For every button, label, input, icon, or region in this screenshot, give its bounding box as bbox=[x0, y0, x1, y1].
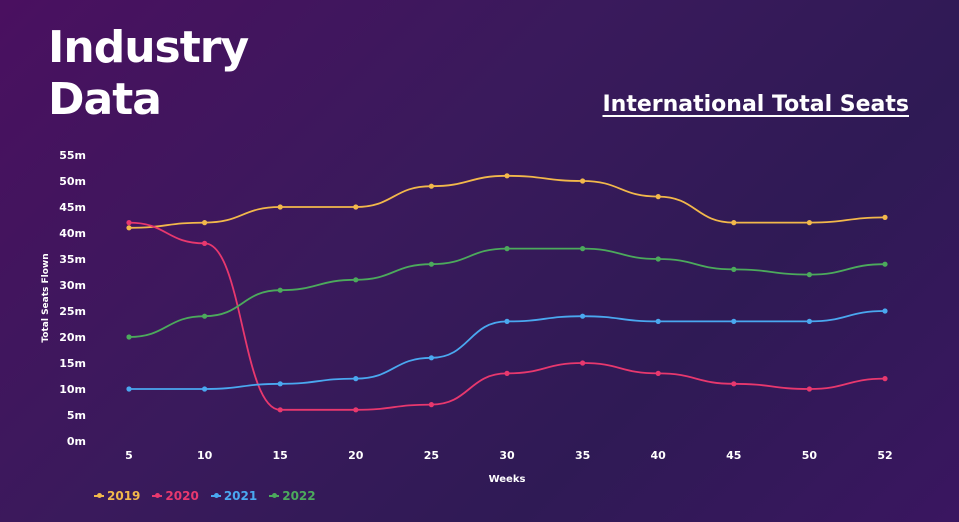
data-point-2021 bbox=[428, 355, 434, 361]
data-point-2019 bbox=[655, 194, 661, 200]
series-line-2022 bbox=[128, 247, 886, 338]
x-tick-label: 50 bbox=[802, 449, 818, 462]
data-point-2019 bbox=[806, 220, 813, 226]
x-tick-label: 10 bbox=[197, 449, 213, 462]
data-point-2019 bbox=[126, 225, 132, 231]
x-axis-label: Weeks bbox=[489, 474, 526, 485]
data-point-2022 bbox=[731, 266, 737, 272]
legend-item-2019: 2019 bbox=[94, 489, 140, 503]
data-point-2019 bbox=[504, 173, 510, 179]
data-point-2019 bbox=[580, 178, 586, 184]
x-tick-label: 45 bbox=[726, 449, 741, 462]
data-point-2022 bbox=[277, 287, 283, 293]
data-point-2020 bbox=[504, 370, 510, 376]
data-point-2020 bbox=[806, 386, 813, 392]
y-tick-label: 40m bbox=[59, 227, 86, 240]
data-point-2021 bbox=[353, 376, 359, 382]
x-tick-label: 40 bbox=[651, 449, 667, 462]
chart-legend: 2019 2020 2021 2022 bbox=[94, 489, 316, 503]
y-tick-label: 5m bbox=[67, 409, 86, 422]
x-tick-label: 25 bbox=[424, 449, 439, 462]
legend-marker-icon bbox=[152, 493, 163, 498]
y-tick-label: 0m bbox=[67, 435, 86, 448]
data-point-2020 bbox=[428, 402, 434, 408]
page-heading: Industry Data bbox=[48, 22, 249, 126]
data-point-2021 bbox=[202, 386, 208, 392]
data-point-2022 bbox=[882, 261, 888, 267]
data-point-2022 bbox=[504, 246, 510, 252]
data-point-2019 bbox=[428, 183, 434, 189]
legend-item-2021: 2021 bbox=[210, 489, 258, 503]
data-point-2022 bbox=[655, 256, 661, 262]
data-point-2019 bbox=[882, 214, 888, 220]
legend-item-2022: 2022 bbox=[269, 489, 316, 503]
legend-label: 2022 bbox=[282, 489, 316, 503]
data-point-2022 bbox=[353, 277, 359, 283]
data-point-2021 bbox=[806, 318, 813, 324]
data-point-2021 bbox=[731, 318, 737, 324]
y-tick-label: 25m bbox=[59, 305, 86, 318]
data-point-2020 bbox=[126, 220, 132, 226]
data-point-2020 bbox=[882, 376, 888, 382]
data-point-2022 bbox=[580, 246, 586, 252]
y-tick-label: 30m bbox=[59, 279, 86, 292]
legend-label: 2019 bbox=[107, 489, 141, 503]
y-tick-label: 45m bbox=[59, 201, 86, 214]
data-point-2019 bbox=[353, 204, 359, 210]
x-tick-label: 20 bbox=[348, 449, 364, 462]
x-tick-label: 52 bbox=[877, 449, 892, 462]
data-point-2020 bbox=[353, 407, 359, 413]
data-point-2021 bbox=[580, 313, 586, 319]
series-line-2019 bbox=[128, 174, 886, 229]
y-tick-label: 20m bbox=[59, 331, 86, 344]
data-point-2022 bbox=[202, 313, 208, 319]
data-point-2021 bbox=[277, 381, 283, 387]
data-point-2022 bbox=[428, 261, 434, 267]
x-tick-label: 15 bbox=[273, 449, 288, 462]
data-point-2021 bbox=[126, 386, 132, 392]
series-line-2020 bbox=[128, 221, 886, 411]
data-point-2019 bbox=[277, 204, 283, 210]
x-tick-label: 35 bbox=[575, 449, 590, 462]
heading-line-1: Industry bbox=[48, 22, 249, 73]
data-point-2020 bbox=[202, 240, 208, 246]
x-tick-label: 5 bbox=[125, 449, 133, 462]
y-tick-label: 15m bbox=[59, 357, 86, 370]
data-point-2020 bbox=[277, 407, 283, 413]
y-tick-label: 50m bbox=[59, 175, 86, 188]
data-point-2020 bbox=[580, 360, 586, 366]
legend-marker-icon bbox=[210, 493, 221, 498]
data-point-2021 bbox=[504, 318, 510, 324]
data-point-2022 bbox=[806, 272, 813, 278]
data-point-2020 bbox=[731, 381, 737, 387]
data-point-2021 bbox=[655, 318, 661, 324]
chart-title: International Total Seats bbox=[602, 92, 909, 117]
legend-marker-icon bbox=[269, 493, 280, 498]
legend-label: 2020 bbox=[165, 489, 199, 503]
legend-item-2020: 2020 bbox=[152, 489, 199, 503]
y-axis-label: Total Seats Flown bbox=[41, 253, 51, 342]
data-point-2019 bbox=[731, 220, 737, 226]
data-point-2021 bbox=[882, 308, 888, 314]
x-tick-label: 30 bbox=[499, 449, 515, 462]
legend-marker-icon bbox=[94, 493, 104, 498]
data-point-2020 bbox=[655, 370, 661, 376]
data-point-2022 bbox=[126, 334, 132, 340]
y-tick-label: 10m bbox=[59, 383, 86, 396]
data-point-2019 bbox=[202, 220, 208, 226]
y-tick-label: 55m bbox=[59, 149, 86, 162]
legend-label: 2021 bbox=[223, 489, 258, 503]
y-tick-label: 35m bbox=[59, 253, 86, 266]
heading-line-2: Data bbox=[48, 74, 162, 125]
